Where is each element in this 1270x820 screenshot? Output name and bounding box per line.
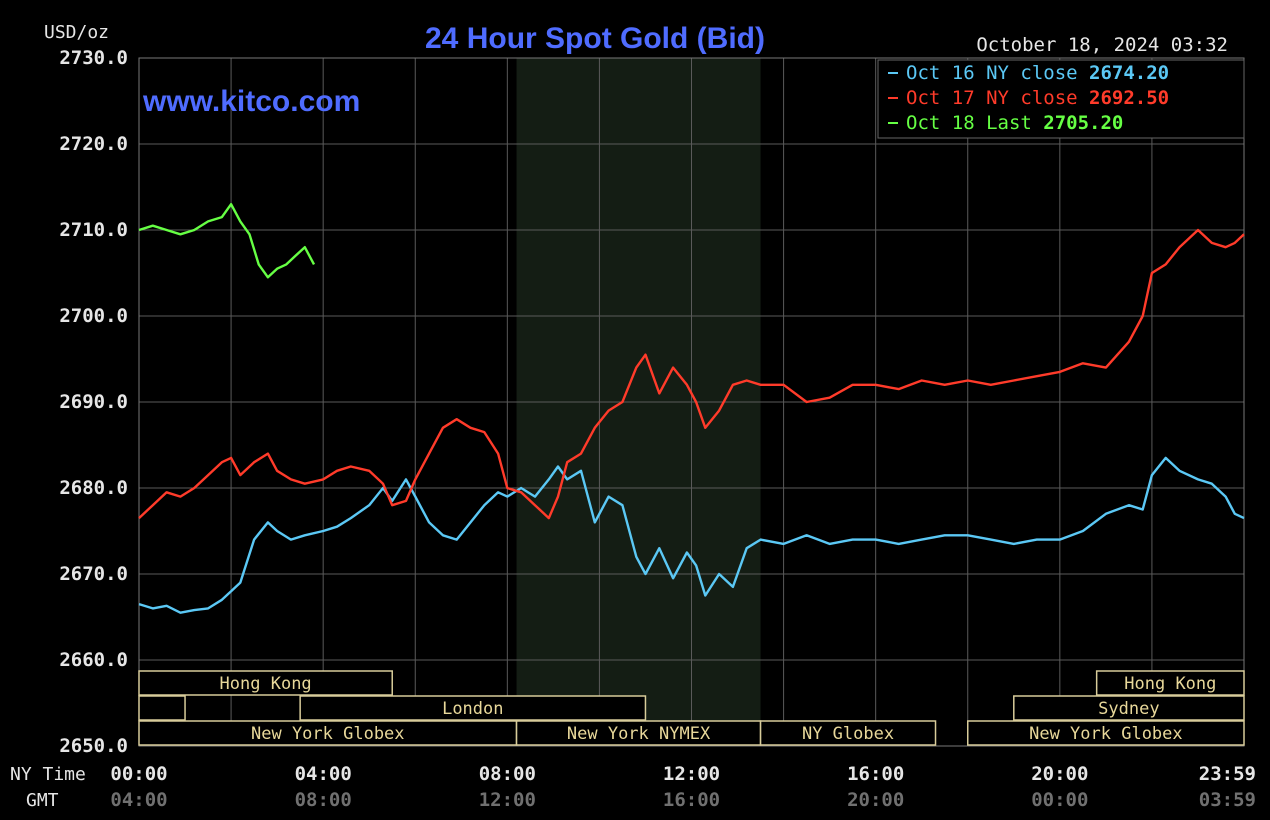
- legend-entry-value: 2674.20: [1089, 62, 1169, 84]
- x-tick-label-ny: 04:00: [295, 763, 352, 785]
- session-label: Hong Kong: [220, 674, 312, 694]
- session-bar: [299, 695, 647, 721]
- y-tick-label: 2650.0: [59, 735, 128, 757]
- legend-entry-label: Oct 18 Last: [906, 112, 1043, 134]
- x-tick-label-gmt: 16:00: [663, 789, 720, 811]
- x-tick-label-gmt: 12:00: [479, 789, 536, 811]
- x-tick-label-gmt: 04:00: [110, 789, 167, 811]
- session-label: NY Globex: [802, 724, 894, 744]
- x-tick-label-ny: 12:00: [663, 763, 720, 785]
- session-bar: [138, 670, 393, 696]
- x-tick-label-gmt: 00:00: [1031, 789, 1088, 811]
- timestamp-label: October 18, 2024 03:32: [976, 34, 1228, 56]
- legend-entry-label: Oct 16 NY close: [906, 62, 1089, 84]
- series-line-oct-18: [138, 202, 316, 279]
- x-axis-gmt-label: GMT: [26, 790, 59, 811]
- y-tick-label: 2700.0: [59, 305, 128, 327]
- x-tick-label-gmt: 08:00: [295, 789, 352, 811]
- x-axis-ny-time-label: NY Time: [10, 764, 86, 785]
- x-tick-label-ny: 23:59: [1199, 763, 1256, 785]
- legend-entry-value: 2705.20: [1043, 112, 1123, 134]
- x-tick-label-ny: 16:00: [847, 763, 904, 785]
- session-label: Sydney: [1098, 699, 1159, 719]
- x-tick-label-ny: 08:00: [479, 763, 536, 785]
- session-label: London: [442, 699, 503, 719]
- y-tick-label: 2680.0: [59, 477, 128, 499]
- legend-entry: Oct 17 NY close 2692.50: [906, 87, 1169, 109]
- session-label: Hong Kong: [1124, 674, 1216, 694]
- y-tick-label: 2730.0: [59, 47, 128, 69]
- x-tick-label-gmt: 20:00: [847, 789, 904, 811]
- session-label: New York Globex: [251, 724, 405, 744]
- series-line-oct-16: [138, 456, 1245, 614]
- watermark-text: www.kitco.com: [142, 85, 360, 118]
- y-tick-label: 2660.0: [59, 649, 128, 671]
- y-axis-unit-label: USD/oz: [44, 22, 109, 43]
- legend-entry: Oct 18 Last 2705.20: [906, 112, 1123, 134]
- chart-title: 24 Hour Spot Gold (Bid): [425, 22, 765, 55]
- y-tick-label: 2710.0: [59, 219, 128, 241]
- session-bar: [1095, 670, 1245, 696]
- y-tick-label: 2670.0: [59, 563, 128, 585]
- session-bar: [967, 720, 1245, 746]
- session-label: New York Globex: [1029, 724, 1183, 744]
- legend-entry: Oct 16 NY close 2674.20: [906, 62, 1169, 84]
- legend-entry-value: 2692.50: [1089, 87, 1169, 109]
- plot-border: [138, 57, 1245, 747]
- legend-entry-label: Oct 17 NY close: [906, 87, 1089, 109]
- session-bar: [1013, 695, 1245, 721]
- session-label: New York NYMEX: [567, 724, 711, 744]
- x-tick-label-ny: 00:00: [110, 763, 167, 785]
- x-tick-label-ny: 20:00: [1031, 763, 1088, 785]
- y-tick-label: 2690.0: [59, 391, 128, 413]
- x-tick-label-gmt: 03:59: [1199, 789, 1256, 811]
- session-bar: [138, 720, 518, 746]
- y-tick-label: 2720.0: [59, 133, 128, 155]
- session-bar: [759, 720, 937, 746]
- session-bar: [138, 695, 186, 721]
- legend-box: [877, 59, 1245, 139]
- series-line-oct-17: [138, 228, 1245, 520]
